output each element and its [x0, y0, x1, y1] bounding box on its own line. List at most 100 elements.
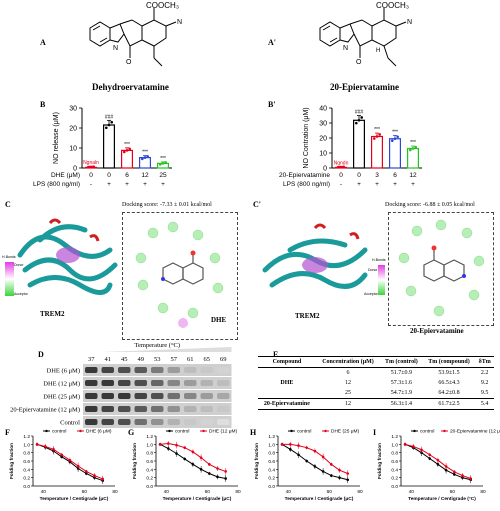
- donor-label-left: Donor: [14, 263, 24, 267]
- legend-marker: [290, 429, 293, 433]
- bar: [102, 124, 115, 169]
- table-cell: [258, 368, 316, 379]
- blot-band: [151, 367, 164, 373]
- blot-band: [200, 393, 213, 399]
- data-point: [414, 145, 417, 149]
- structure-epiervatamine: COOCH₃ N O N H: [319, 1, 412, 67]
- data-point: [52, 448, 55, 451]
- y-tick-label: 0.0: [391, 484, 398, 490]
- significance-mark: ***: [142, 150, 148, 156]
- y-axis-label: Folding fraction: [132, 443, 138, 479]
- blot-band: [151, 419, 164, 425]
- interaction-map-right: [388, 212, 494, 326]
- y-tick-label: 10: [69, 146, 77, 153]
- x-axis-label: Temperature / Centigrade (°C): [408, 496, 476, 502]
- table-cell: 9.2: [480, 380, 489, 386]
- series-line: [160, 442, 226, 472]
- data-point: [143, 156, 147, 159]
- data-point: [125, 149, 129, 152]
- blot-band: [217, 367, 230, 373]
- table-cell: 66.5±4.3: [438, 380, 460, 386]
- y-axis-label: Folding fraction: [254, 443, 260, 479]
- data-point: [313, 449, 317, 453]
- temperature-label: 53: [154, 356, 161, 363]
- data-point: [469, 477, 472, 480]
- bar: [406, 147, 419, 169]
- row1-value: 0: [89, 172, 93, 179]
- protein-label-left: TREM2: [40, 310, 65, 318]
- y-tick-label: 0.8: [268, 451, 275, 457]
- n-label-left: N: [177, 19, 182, 26]
- data-point: [289, 448, 292, 451]
- row2-value: -: [340, 181, 342, 188]
- row1-label: 20-Epiervatamine: [279, 172, 330, 179]
- data-point: [444, 468, 448, 472]
- data-point: [158, 443, 162, 446]
- data-point: [346, 472, 349, 475]
- docking-score-right: Docking score: -6.88 ± 0.05 kcal/mol: [385, 202, 475, 208]
- o-label-left: O: [126, 59, 132, 66]
- data-point: [183, 446, 186, 449]
- y-tick-label: 1.2: [146, 434, 153, 440]
- bar: [388, 138, 401, 169]
- table-row: 20-Epiervatamine 12 56.3±1.4 61.7±2.5 5.…: [258, 399, 494, 410]
- table-cell: 25: [345, 390, 351, 396]
- y-tick-label: 0.0: [268, 484, 275, 490]
- data-point: [297, 453, 300, 457]
- row2-value: +: [107, 181, 111, 188]
- table-row: 6 51.7±0.9 53.9±1.5 2.2: [258, 368, 494, 379]
- ligand-label-left: DHE: [211, 316, 227, 324]
- data-point: [101, 477, 104, 481]
- blot-band: [85, 367, 98, 373]
- temperature-label: 65: [204, 356, 211, 363]
- table-header-tm-compound: Tm (compound): [428, 359, 470, 365]
- h-label-right: H: [376, 48, 380, 54]
- x-tick-label: 60: [82, 489, 88, 495]
- y-axis-label: Folding fraction: [9, 443, 15, 479]
- blot-band: [118, 367, 131, 373]
- data-point: [360, 116, 363, 119]
- data-point: [183, 457, 186, 461]
- x-axis-label: Temperature / Centigrade (μC): [40, 496, 109, 502]
- row2-value: +: [357, 181, 361, 188]
- y-tick-label: 10: [319, 151, 327, 158]
- x-tick-label: 60: [205, 489, 211, 495]
- blot-band: [184, 419, 197, 425]
- protein-ribbon-left: [17, 218, 118, 295]
- blot-band: [134, 380, 147, 386]
- x-tick-label: 60: [450, 489, 456, 495]
- blot-band: [134, 419, 147, 425]
- table-cell: 12: [345, 380, 351, 386]
- bar-chart-no-release: 0 10 20 30 NO release (μM) Ngnaln 0 - ### 0 + *** 6 +…: [33, 106, 172, 188]
- panel-label-g: G: [128, 428, 135, 437]
- ester-label-left: COOCH₃: [146, 1, 179, 10]
- o-label-right: O: [356, 59, 362, 66]
- legend-label: control: [175, 429, 189, 435]
- data-point: [428, 457, 431, 460]
- table-header-concentration: Concentration (μM): [322, 359, 374, 365]
- acceptor-label-right: Acceptor: [364, 292, 378, 296]
- data-point: [444, 465, 448, 468]
- data-point: [321, 455, 325, 459]
- legend-marker: [79, 429, 82, 433]
- significance-mark: ***: [410, 140, 416, 146]
- x-tick-label: 60: [327, 489, 333, 495]
- blot-band: [200, 380, 213, 386]
- table-cell: 61.7±2.5: [438, 401, 460, 407]
- data-point: [85, 472, 88, 475]
- temperature-header: Temperature (°C): [134, 342, 180, 349]
- legend-label: DHE (25 μM): [331, 429, 359, 435]
- bar: [352, 119, 365, 169]
- data-point: [393, 137, 397, 141]
- x-tick-label: 80: [112, 489, 118, 495]
- data-point: [338, 468, 341, 472]
- row1-value: 25: [159, 172, 167, 179]
- x-tick-label: 80: [235, 489, 241, 495]
- blot-band: [167, 406, 180, 412]
- data-point: [146, 155, 149, 158]
- blot-band: [101, 406, 114, 412]
- table-row: 25 54.7±1.9 64.2±0.8 9.5: [258, 388, 494, 399]
- y-tick-label: 0.4: [23, 467, 30, 473]
- protein-label-right: TREM2: [295, 312, 320, 320]
